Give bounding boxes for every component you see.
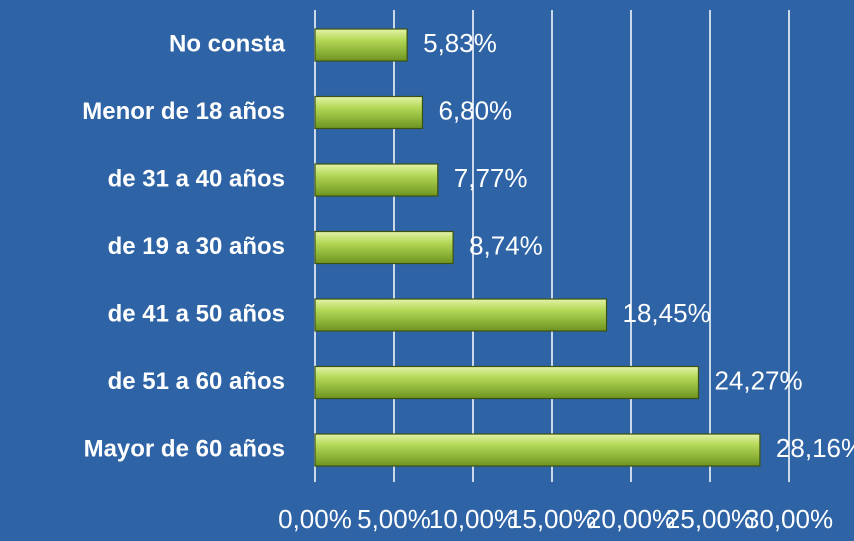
x-tick-label: 0,00% (278, 504, 352, 534)
bar (314, 365, 700, 400)
value-label: 7,77% (454, 163, 528, 193)
category-label: de 19 a 30 años (108, 233, 285, 260)
value-label: 5,83% (423, 28, 497, 58)
x-tick-label: 5,00% (357, 504, 431, 534)
value-label: 18,45% (623, 298, 711, 328)
bar (314, 298, 608, 332)
value-label: 6,80% (438, 95, 512, 125)
category-label: Menor de 18 años (82, 98, 285, 125)
category-label: de 41 a 50 años (108, 300, 285, 327)
category-label: de 51 a 60 años (108, 368, 285, 395)
value-label: 28,16% (776, 433, 854, 463)
x-tick-label: 30,00% (745, 504, 833, 534)
category-label: No consta (169, 30, 286, 57)
category-label: de 31 a 40 años (108, 165, 285, 192)
bar (314, 433, 761, 467)
value-label: 8,74% (469, 230, 543, 260)
value-label: 24,27% (714, 365, 802, 395)
category-label: Mayor de 60 años (84, 435, 285, 462)
bar (314, 230, 454, 265)
bar (314, 95, 424, 130)
bar (314, 163, 439, 197)
x-tick-label: 15,00% (508, 504, 596, 534)
bar (314, 28, 408, 62)
x-tick-label: 25,00% (666, 504, 754, 534)
x-tick-label: 20,00% (587, 504, 675, 534)
x-tick-label: 10,00% (429, 504, 517, 534)
